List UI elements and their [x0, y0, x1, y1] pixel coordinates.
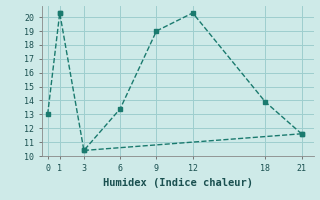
X-axis label: Humidex (Indice chaleur): Humidex (Indice chaleur) [103, 178, 252, 188]
